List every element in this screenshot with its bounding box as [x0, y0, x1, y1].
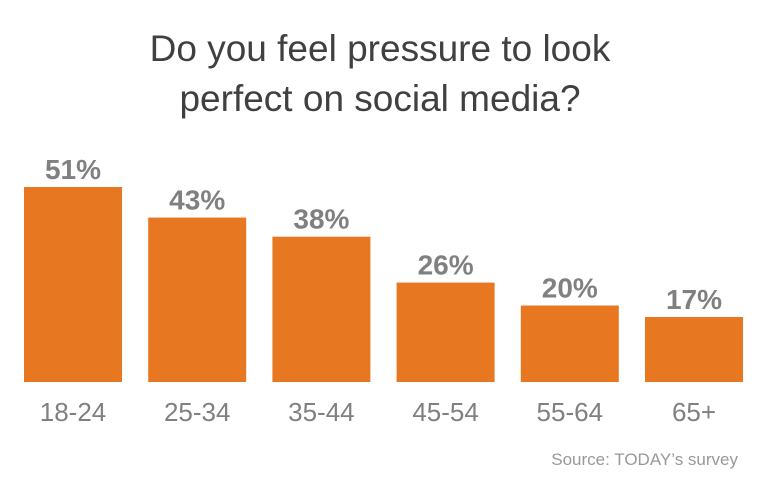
bar-45-54 — [396, 282, 495, 382]
bar-chart: 51% 18-24 43% 25-34 38% 35-44 26% 45-54 20% 55-64… — [24, 154, 743, 427]
category-label-35-44: 35-44 — [288, 397, 355, 427]
category-label-25-34: 25-34 — [164, 397, 231, 427]
value-label-45-54: 26% — [418, 250, 474, 281]
bar-35-44 — [272, 236, 371, 382]
category-label-55-64: 55-64 — [537, 397, 604, 427]
value-label-65+: 17% — [666, 284, 722, 315]
category-label-18-24: 18-24 — [40, 397, 107, 427]
value-label-55-64: 20% — [542, 273, 598, 304]
bar-18-24 — [24, 187, 122, 382]
value-label-25-34: 43% — [169, 185, 225, 216]
bar-25-34 — [148, 217, 247, 382]
value-label-35-44: 38% — [293, 204, 349, 235]
chart-title-line-2: perfect on social media? — [179, 78, 581, 119]
chart-title: Do you feel pressure to look perfect on … — [0, 24, 760, 124]
source-note: Source: TODAY’s survey — [551, 450, 738, 469]
value-label-18-24: 51% — [45, 154, 101, 185]
chart-title-line-1: Do you feel pressure to look — [149, 28, 611, 69]
category-label-65+: 65+ — [672, 397, 716, 427]
bar-55-64 — [520, 305, 619, 382]
bar-65+ — [645, 317, 743, 382]
category-label-45-54: 45-54 — [412, 397, 479, 427]
